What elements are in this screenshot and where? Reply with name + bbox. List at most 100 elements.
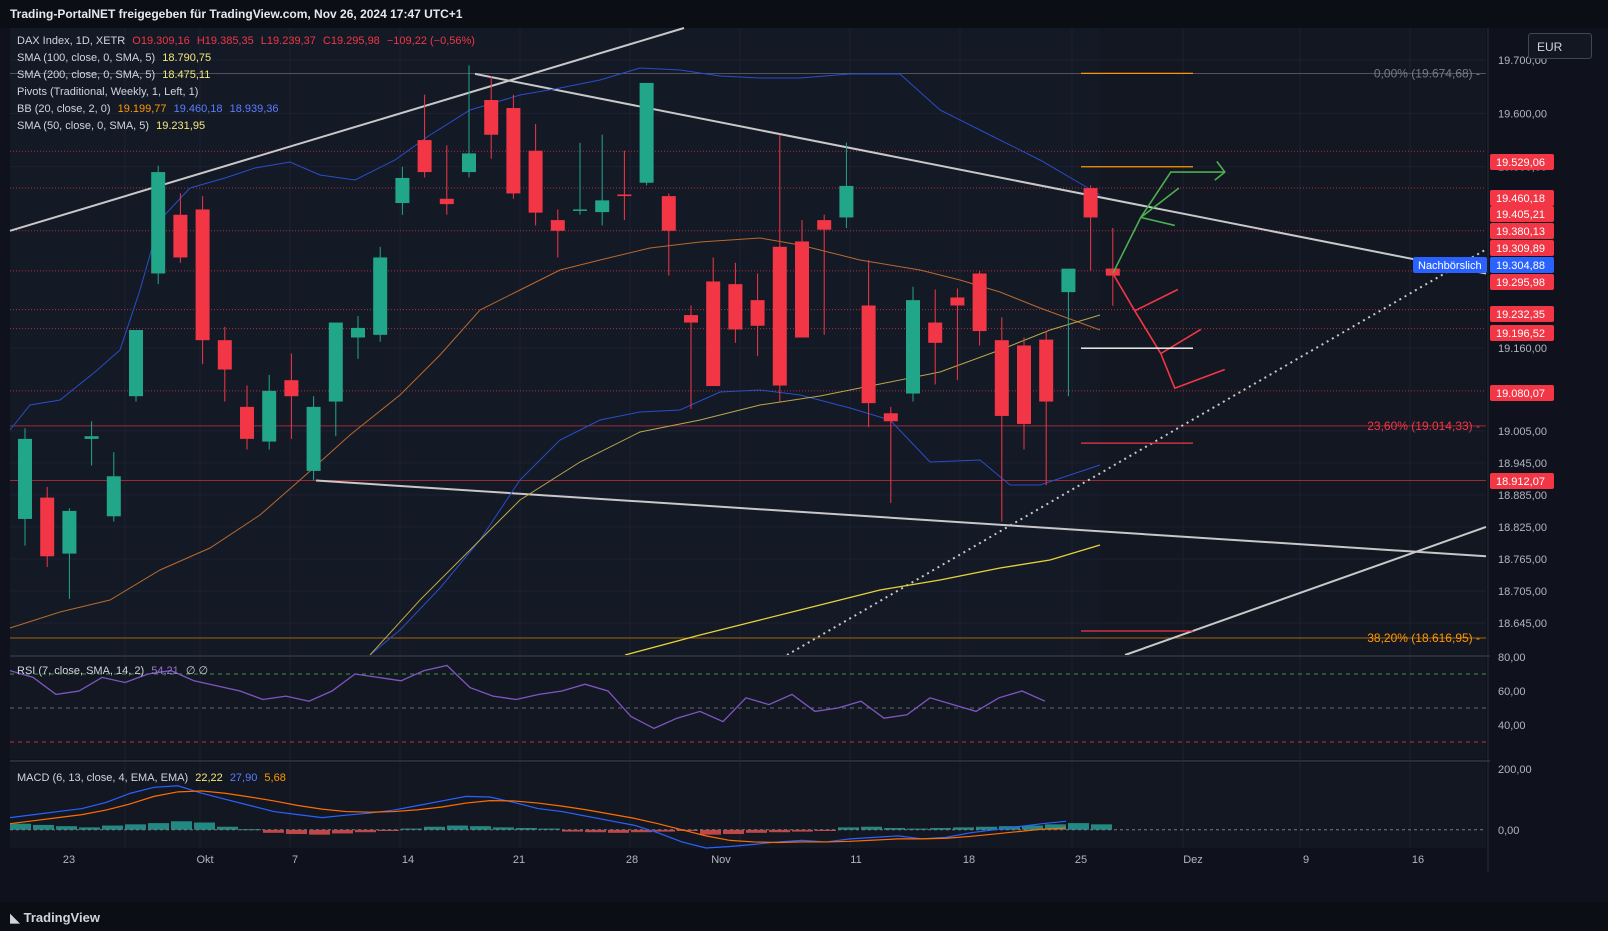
legend-sma100-label: SMA (100, close, 0, SMA, 5) xyxy=(17,52,156,64)
macd-hist-bar xyxy=(148,823,169,830)
candle-body xyxy=(617,194,632,197)
candle-body xyxy=(994,340,1009,416)
price-label-bg xyxy=(1490,154,1554,170)
candle-body xyxy=(883,413,898,422)
macd-hist-bar xyxy=(10,823,31,830)
price-label-bg xyxy=(1490,257,1554,273)
bear-arrows xyxy=(1112,273,1226,390)
macd-hist-bar xyxy=(654,829,675,832)
macd-hist-bar xyxy=(539,828,560,830)
price-label: 19.529,06 xyxy=(1496,157,1545,169)
macd-hist-bar xyxy=(631,829,652,833)
candle-body xyxy=(373,257,388,335)
macd-hist-bar xyxy=(194,822,215,830)
macd-axis-tick: 0,00 xyxy=(1498,825,1519,837)
price-label: 19.232,35 xyxy=(1496,309,1545,321)
candle-body xyxy=(151,172,166,274)
legend-macd-macd: 27,90 xyxy=(229,772,258,784)
price-label-bg xyxy=(1490,206,1554,222)
legend-main[interactable]: DAX Index, 1D, XETR O19.309,16 H19.385,3… xyxy=(17,35,475,47)
macd-hist-bar xyxy=(861,826,882,830)
candle-body xyxy=(972,273,987,332)
candle-body xyxy=(706,281,721,387)
time-axis-tick: 18 xyxy=(963,854,975,866)
legend-sma200[interactable]: SMA (200, close, 0, SMA, 5) 18.475,11 xyxy=(17,69,210,81)
legend-pivots[interactable]: Pivots (Traditional, Weekly, 1, Left, 1) xyxy=(17,86,198,98)
legend-sma50[interactable]: SMA (50, close, 0, SMA, 5) 19.231,95 xyxy=(17,120,205,132)
candle-body xyxy=(817,220,832,230)
price-label-bg xyxy=(1490,223,1554,239)
candle-body xyxy=(795,241,809,338)
macd-hist-bar xyxy=(470,826,491,830)
price-label: 19.405,21 xyxy=(1496,209,1545,221)
trendline-lower-right xyxy=(1124,525,1487,656)
macd-hist-bar xyxy=(378,829,399,831)
price-axis-tick: 19.005,00 xyxy=(1498,426,1547,438)
legend-bb-label: BB (20, close, 2, 0) xyxy=(17,103,111,115)
legend-macd[interactable]: MACD (6, 13, close, 4, EMA, EMA) 22,22 2… xyxy=(17,772,286,784)
candle-body xyxy=(240,406,254,439)
price-axis-tick: 19.600,00 xyxy=(1498,108,1547,120)
legend-high: H19.385,35 xyxy=(196,35,254,47)
macd-hist-bar xyxy=(1022,825,1043,830)
legend-sma100[interactable]: SMA (100, close, 0, SMA, 5) 18.790,75 xyxy=(17,52,211,64)
currency-selector[interactable]: EUR xyxy=(1528,33,1592,59)
legend-rsi[interactable]: RSI (7, close, SMA, 14, 2) 54,21 ∅ ∅ xyxy=(17,664,208,677)
macd-hist-bar xyxy=(332,829,353,834)
candle-body xyxy=(728,284,743,330)
candle-body xyxy=(839,185,854,218)
candle-body xyxy=(1061,268,1076,293)
macd-signal-line xyxy=(9,790,1067,844)
candle-body xyxy=(950,297,965,306)
time-axis-tick: 7 xyxy=(292,854,298,866)
header-bar: Trading-PortalNET freigegeben für Tradin… xyxy=(0,0,1608,28)
time-axis-tick: 11 xyxy=(850,854,861,866)
candle-body xyxy=(550,220,565,231)
candle-body xyxy=(750,300,765,326)
legend-main-name: DAX Index, 1D, XETR xyxy=(17,35,126,47)
fib-label: 23,60% (19.014,33) - xyxy=(1367,419,1480,433)
macd-hist-bar xyxy=(493,827,514,830)
time-axis-tick: 16 xyxy=(1412,854,1424,866)
price-label: 18.912,07 xyxy=(1496,476,1545,488)
price-label: 19.460,18 xyxy=(1496,193,1545,205)
candle-body xyxy=(439,198,454,205)
bb-upper xyxy=(9,67,1101,431)
session-badge-bg xyxy=(1413,257,1487,273)
macd-hist-bar xyxy=(769,829,790,833)
legend-sma100-value: 18.790,75 xyxy=(162,52,212,64)
time-axis-tick: Okt xyxy=(196,854,213,866)
candle-body xyxy=(284,380,299,397)
session-badge: Nachbörslich xyxy=(1418,260,1482,272)
macd-hist-bar xyxy=(401,828,422,830)
candle-body xyxy=(129,330,143,397)
price-label: 19.295,98 xyxy=(1496,277,1545,289)
legend-rsi-extra: ∅ ∅ xyxy=(185,665,209,677)
fib-label: 38,20% (18.616,95) - xyxy=(1367,631,1480,645)
legend-sma50-value: 19.231,95 xyxy=(156,120,206,132)
macd-hist-bar xyxy=(953,827,974,830)
candle-body xyxy=(462,153,476,173)
price-label-bg xyxy=(1490,473,1554,489)
rsi-axis-tick: 40,00 xyxy=(1498,720,1526,732)
candle-body xyxy=(928,322,943,343)
candle-body xyxy=(217,340,232,370)
price-label-bg xyxy=(1490,325,1554,341)
legend-change: −109,22 (−0,56%) xyxy=(386,35,475,47)
brand-name: TradingView xyxy=(23,910,100,925)
candle-body xyxy=(18,438,32,519)
candle-body xyxy=(1083,188,1098,218)
legend-sma200-value: 18.475,11 xyxy=(162,69,211,81)
candle-body xyxy=(417,140,432,173)
price-label: 19.380,13 xyxy=(1496,226,1545,238)
macd-hist-bar xyxy=(907,828,928,830)
macd-hist-bar xyxy=(1091,824,1112,830)
price-axis-tick: 18.645,00 xyxy=(1498,618,1547,630)
macd-hist-bar xyxy=(355,829,376,833)
legend-bb[interactable]: BB (20, close, 2, 0) 19.199,77 19.460,18… xyxy=(17,103,279,115)
price-label-bg xyxy=(1490,190,1554,206)
time-axis-tick: Dez xyxy=(1183,854,1203,866)
rsi-line xyxy=(9,664,1046,730)
macd-macd-line xyxy=(9,785,1067,849)
